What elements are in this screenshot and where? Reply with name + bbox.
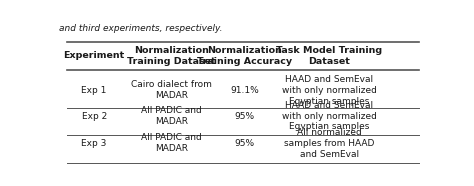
Text: Cairo dialect from
MADAR: Cairo dialect from MADAR bbox=[131, 81, 212, 100]
Text: All normalized
samples from HAAD
and SemEval: All normalized samples from HAAD and Sem… bbox=[284, 128, 374, 159]
Text: 91.1%: 91.1% bbox=[230, 86, 259, 95]
Text: Experiment: Experiment bbox=[64, 52, 125, 60]
Text: Exp 2: Exp 2 bbox=[82, 112, 107, 121]
Text: Task Model Training
Dataset: Task Model Training Dataset bbox=[276, 46, 383, 66]
Text: HAAD and SemEval
with only normalized
Egyptian samples: HAAD and SemEval with only normalized Eg… bbox=[282, 75, 377, 106]
Text: Exp 3: Exp 3 bbox=[82, 139, 107, 148]
Text: 95%: 95% bbox=[235, 139, 255, 148]
Text: 95%: 95% bbox=[235, 112, 255, 121]
Text: Normalization
Training Accuracy: Normalization Training Accuracy bbox=[197, 46, 292, 66]
Text: All PADIC and
MADAR: All PADIC and MADAR bbox=[141, 106, 201, 126]
Text: HAAD and SemEval
with only normalized
Egyptian samples: HAAD and SemEval with only normalized Eg… bbox=[282, 101, 377, 131]
Text: Exp 1: Exp 1 bbox=[82, 86, 107, 95]
Text: Normalization
Training Dataset: Normalization Training Dataset bbox=[127, 46, 216, 66]
Text: All PADIC and
MADAR: All PADIC and MADAR bbox=[141, 134, 201, 153]
Text: and third experiments, respectively.: and third experiments, respectively. bbox=[59, 24, 223, 33]
